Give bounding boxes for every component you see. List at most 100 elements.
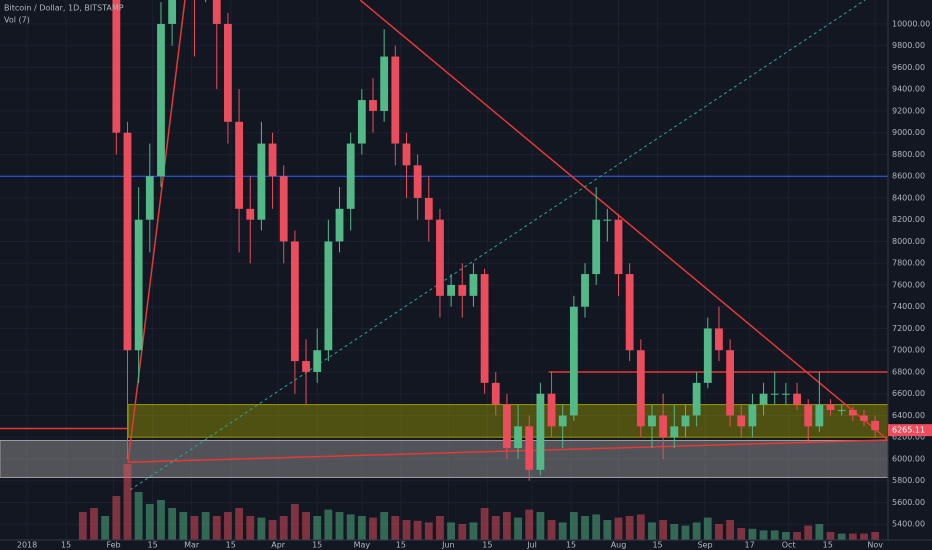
volume-bar [848, 533, 857, 540]
candle-body [670, 426, 679, 438]
x-tick-label: 15 [312, 541, 322, 550]
volume-bar [726, 520, 735, 540]
candle-body [692, 382, 701, 416]
volume-bar [692, 522, 701, 540]
y-tick-label: 8600.00 [892, 172, 925, 181]
volume-bar [860, 533, 868, 540]
y-tick-label: 9600.00 [892, 63, 925, 72]
volume-bar [402, 520, 411, 540]
candle-body [279, 176, 288, 242]
x-tick-label: May [354, 541, 371, 550]
candle-body [134, 219, 143, 351]
volume-bar [324, 509, 333, 540]
x-tick-label: 2018 [17, 541, 37, 550]
candle-body [581, 274, 589, 307]
last-price-box [888, 424, 932, 437]
candle-body [346, 143, 355, 209]
candle-body [826, 404, 835, 411]
grid [0, 0, 888, 540]
volume-bar [648, 522, 656, 540]
y-tick-label: 8400.00 [892, 193, 925, 202]
candle-body [681, 415, 690, 427]
volume-bar [391, 516, 400, 540]
volume-bar [212, 516, 221, 540]
candle-body [536, 393, 545, 470]
candle-body [793, 393, 801, 405]
candle-body [413, 165, 422, 198]
x-tick-label: Apr [271, 541, 286, 550]
candle-body [112, 0, 121, 133]
candle-body [157, 23, 165, 177]
volume-bar [703, 517, 712, 540]
volume-bar [837, 533, 846, 540]
y-tick-label: 6200.00 [892, 433, 925, 442]
volume-bar [659, 520, 668, 540]
candle-body [257, 143, 266, 220]
candle-body [848, 410, 857, 416]
x-tick-label: 15 [148, 541, 158, 550]
candle-body [636, 350, 645, 427]
trend-line [128, 439, 888, 463]
candle-body [659, 415, 668, 438]
y-tick-label: 6800.00 [892, 367, 925, 376]
candle-body [369, 100, 377, 111]
volume-bar [514, 517, 522, 540]
y-tick-label: 7400.00 [892, 302, 925, 311]
volume-bar [436, 516, 444, 540]
y-tick-label: 8000.00 [892, 237, 925, 246]
volume-bar [190, 516, 199, 540]
chart-title: Bitcoin / Dollar, 1D, BITSTAMP [4, 4, 124, 13]
candle-body [224, 23, 232, 122]
volume-bar [313, 516, 322, 540]
x-tick-label: Mar [184, 541, 200, 550]
candle-body [302, 361, 310, 372]
indicator-label: Vol (7) [4, 16, 30, 25]
volume-bar [424, 522, 433, 540]
volume-bar [603, 520, 612, 540]
volume-bar [357, 516, 366, 540]
candle-body [480, 274, 489, 383]
candle-body [759, 393, 768, 405]
x-tick-label: 15 [566, 541, 576, 550]
candle-body [726, 350, 735, 416]
volume-bar [335, 512, 344, 540]
volume-bar [715, 524, 723, 540]
candle-body [860, 415, 868, 421]
volume-bar [781, 532, 790, 540]
y-tick-label: 7200.00 [892, 324, 925, 333]
volume-bar [246, 516, 255, 540]
volume-bar [804, 525, 813, 540]
volume-bar [279, 516, 288, 540]
volume-bar [614, 517, 623, 540]
y-tick-label: 6600.00 [892, 389, 925, 398]
volume-bar [793, 532, 801, 540]
volume-bar [525, 509, 534, 540]
y-tick-label: 7000.00 [892, 346, 925, 355]
candle-body [357, 100, 366, 144]
x-tick-label: Feb [106, 541, 120, 550]
volume-bar [257, 517, 266, 540]
volume-bar [145, 504, 154, 540]
candle-body [547, 393, 556, 427]
volume-bar [536, 512, 545, 540]
volume-bar [759, 530, 768, 540]
x-tick-label: 15 [482, 541, 492, 550]
candle-body [804, 404, 813, 427]
x-tick-label: 15 [396, 541, 406, 550]
volume-bar [670, 524, 679, 540]
y-tick-label: 5600.00 [892, 498, 925, 507]
candle-body [335, 208, 344, 242]
volume-bar [123, 464, 132, 540]
candle-body [871, 420, 880, 431]
y-tick-label: 7600.00 [892, 280, 925, 289]
x-tick-label: Sep [697, 541, 712, 550]
candle-body [268, 143, 277, 177]
candle-body [212, 0, 221, 24]
volume-bar [491, 516, 500, 540]
volume-bar [112, 496, 121, 540]
candle-body [290, 241, 299, 362]
volume-bar [826, 532, 835, 540]
y-tick-label: 5400.00 [892, 520, 925, 529]
candle-body [324, 241, 333, 351]
